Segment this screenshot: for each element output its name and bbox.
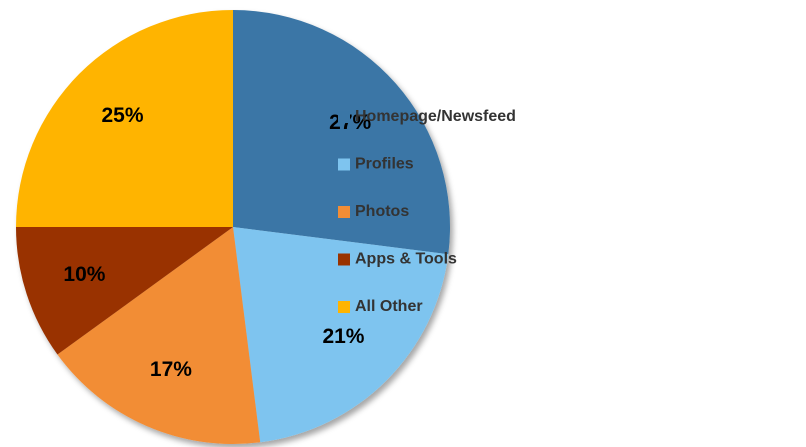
data-labels: 27%21%17%10%25% [63, 104, 371, 381]
pie-slice [16, 10, 233, 227]
legend-label: Profiles [355, 156, 414, 173]
pie-slice [57, 227, 261, 444]
legend: Homepage/Newsfeed Profiles Photos Apps & To… [338, 108, 516, 315]
legend-swatch [338, 301, 350, 313]
legend-label: All Other [355, 298, 423, 315]
legend-label: Photos [355, 203, 409, 220]
legend-label: Apps & Tools [355, 251, 457, 268]
legend-label: Homepage/Newsfeed [355, 108, 516, 125]
pie-slice [233, 10, 450, 255]
data-label: 10% [63, 263, 105, 286]
data-label: 17% [150, 358, 192, 381]
pie-slice [233, 227, 449, 443]
legend-swatch [338, 158, 350, 171]
legend-swatch [338, 111, 350, 123]
pie-slice [16, 227, 233, 355]
data-label: 21% [322, 325, 364, 348]
pie [16, 10, 450, 444]
data-label: 25% [102, 104, 144, 127]
legend-swatch [338, 206, 350, 218]
legend-swatch [338, 253, 350, 266]
